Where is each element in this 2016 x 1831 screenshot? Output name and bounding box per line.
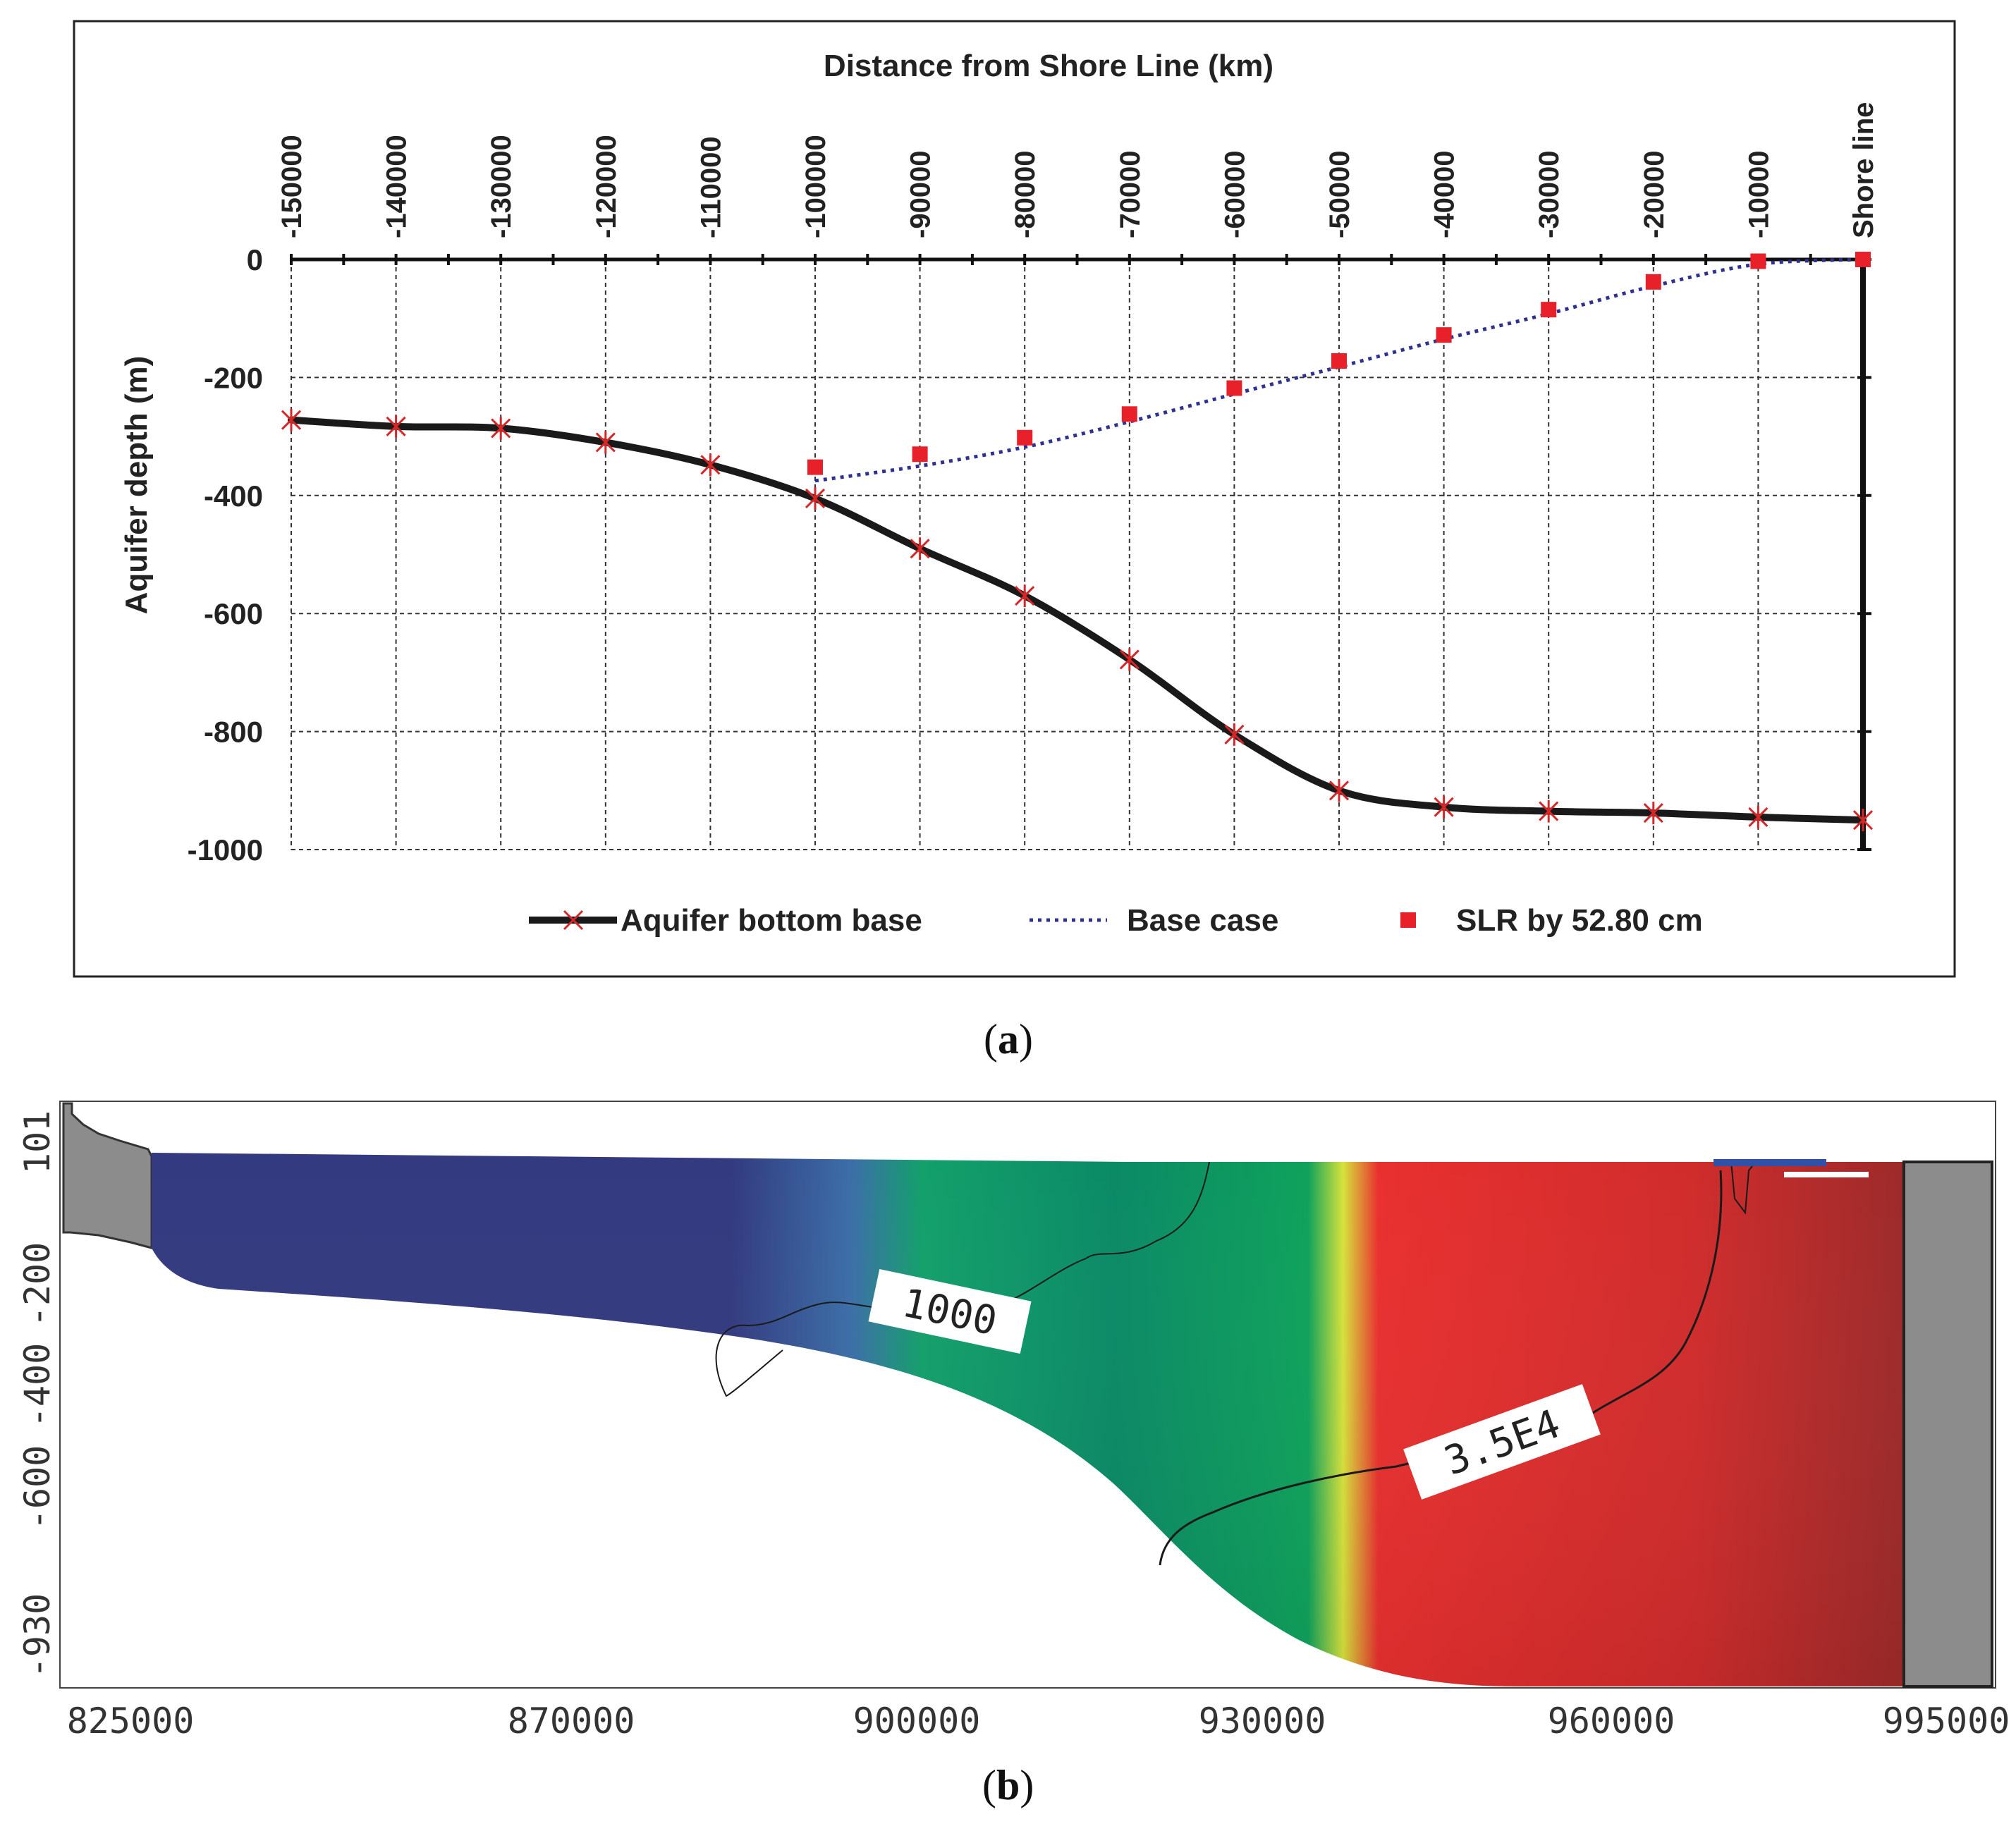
chart-a-ylabel: Aquifer depth (m) bbox=[119, 356, 154, 615]
x-tick-label: -20000 bbox=[1639, 150, 1670, 238]
chart-a-y-tick-labels: 0 -200 -400 -600 -800 -1000 bbox=[188, 243, 263, 866]
b-x-tick-label: 995000 bbox=[1883, 1701, 2010, 1741]
b-y-tick-label: -930 bbox=[17, 1593, 58, 1678]
x-tick-label: -50000 bbox=[1324, 150, 1355, 238]
aquifer-bottom-base-point bbox=[1434, 795, 1454, 819]
contour-label-35e4: 3.5E4 bbox=[1403, 1384, 1601, 1500]
b-y-tick-label: -200 bbox=[17, 1242, 58, 1327]
caption-b: (b) bbox=[982, 1762, 1034, 1808]
chart-b-frame bbox=[59, 1101, 1996, 1689]
legend-item-aquifer-bottom-base: Aquifer bottom base bbox=[529, 903, 922, 938]
b-x-tick-label: 930000 bbox=[1199, 1701, 1326, 1741]
b-x-tick-label: 825000 bbox=[67, 1701, 195, 1741]
aquifer-bottom-base-point bbox=[1852, 809, 1874, 832]
contour-label-1000-text: 1000 bbox=[898, 1280, 1001, 1345]
y-tick-label: -600 bbox=[204, 597, 263, 630]
top-right-blue-patch bbox=[1713, 1159, 1826, 1166]
contour-label-1000: 1000 bbox=[868, 1268, 1032, 1354]
slr-point bbox=[1855, 252, 1871, 267]
aquifer-domain bbox=[152, 1153, 1904, 1686]
slr-point bbox=[1331, 353, 1347, 369]
slr-point bbox=[912, 446, 928, 463]
chart-b-y-tick-labels: 101 -200 -400 -600 -930 bbox=[17, 1110, 58, 1678]
aquifer-bottom-base-point bbox=[1539, 800, 1559, 823]
contour-35e4-line bbox=[1159, 1170, 1723, 1566]
x-tick-label: -130000 bbox=[486, 135, 517, 238]
b-x-tick-label: 960000 bbox=[1548, 1701, 1675, 1741]
b-x-tick-label: 900000 bbox=[853, 1701, 981, 1741]
aquifer-bottom-base-point bbox=[491, 417, 511, 440]
slr-point bbox=[1121, 406, 1137, 422]
y-tick-label: -200 bbox=[204, 361, 263, 394]
aquifer-bottom-base-point bbox=[700, 453, 721, 477]
aquifer-bottom-base-point bbox=[1328, 779, 1350, 802]
aquifer-bottom-base-point bbox=[1643, 802, 1663, 825]
contour-label-35e4-text: 3.5E4 bbox=[1438, 1401, 1566, 1485]
y-tick-label: -1000 bbox=[188, 833, 263, 866]
x-tick-label: -100000 bbox=[800, 135, 831, 238]
chart-a-x-tick-labels: -150000 -140000 -130000 -120000 -110000 -1000… bbox=[276, 102, 1879, 238]
x-tick-label: -60000 bbox=[1219, 150, 1250, 238]
chart-a-legend: Aquifer bottom base Base case SLR by 52.80… bbox=[529, 903, 1703, 938]
x-tick-label: Shore line bbox=[1848, 102, 1879, 238]
x-tick-label: -30000 bbox=[1534, 150, 1565, 238]
y-tick-label: -400 bbox=[204, 479, 263, 513]
x-tick-label: -110000 bbox=[695, 136, 726, 238]
right-boundary-block bbox=[1902, 1161, 1993, 1688]
b-y-tick-label: -400 bbox=[17, 1343, 58, 1428]
aquifer-bottom-base-line bbox=[288, 416, 1867, 824]
y-tick-label: 0 bbox=[247, 243, 263, 276]
aquifer-bottom-base-point bbox=[1015, 584, 1035, 608]
aquifer-bottom-base-point bbox=[1224, 723, 1245, 746]
aquifer-bottom-base-point bbox=[595, 431, 616, 454]
chart-a-title: Distance from Shore Line (km) bbox=[824, 49, 1273, 83]
aquifer-bottom-base-point bbox=[1119, 648, 1140, 671]
x-tick-label: -120000 bbox=[591, 135, 622, 238]
chart-b-x-tick-labels: 825000 870000 900000 930000 960000 995000 bbox=[67, 1701, 2010, 1741]
caption-b-label: b bbox=[996, 1762, 1020, 1808]
x-tick-label: -10000 bbox=[1743, 150, 1774, 238]
chart-a-series bbox=[281, 252, 1874, 832]
b-x-tick-label: 870000 bbox=[508, 1701, 635, 1741]
legend-item-base-case: Base case bbox=[1030, 903, 1278, 938]
x-tick-label: -40000 bbox=[1429, 150, 1460, 238]
b-y-tick-label: -600 bbox=[17, 1445, 58, 1530]
x-tick-label: -90000 bbox=[905, 150, 936, 238]
slr-point bbox=[1017, 429, 1033, 446]
slr-point bbox=[807, 459, 823, 475]
left-boundary-block bbox=[62, 1102, 153, 1249]
slr-point bbox=[1750, 253, 1766, 269]
caption-a-label: a bbox=[997, 1016, 1019, 1063]
base-case-line bbox=[814, 257, 1864, 483]
top-right-white-patch bbox=[1784, 1172, 1869, 1177]
aquifer-depth-chart: Distance from Shore Line (km) Aquifer de… bbox=[73, 20, 1956, 978]
contour-1000-line bbox=[715, 1161, 1210, 1397]
slr-point bbox=[1226, 380, 1242, 396]
x-tick-label: -80000 bbox=[1010, 150, 1041, 238]
x-tick-label: -150000 bbox=[276, 135, 307, 238]
aquifer-bottom-base-point bbox=[805, 486, 826, 510]
aquifer-bottom-base-point bbox=[1748, 805, 1768, 828]
caption-a: (a) bbox=[984, 1016, 1033, 1063]
aquifer-bottom-base-point bbox=[910, 537, 930, 561]
x-tick-label: -140000 bbox=[381, 135, 413, 238]
aquifer-bottom-base-point bbox=[281, 408, 302, 431]
b-y-tick-label: 101 bbox=[17, 1110, 58, 1174]
legend-item-slr: SLR by 52.80 cm bbox=[1400, 903, 1703, 938]
chart-a-frame bbox=[73, 20, 1956, 978]
legend-label: SLR by 52.80 cm bbox=[1456, 903, 1703, 938]
aquifer-shading bbox=[152, 1153, 1904, 1686]
slr-point bbox=[1645, 274, 1661, 290]
x-tick-label: -70000 bbox=[1115, 150, 1146, 238]
legend-label: Base case bbox=[1127, 903, 1278, 938]
legend-label: Aquifer bottom base bbox=[621, 903, 922, 938]
aquifer-bottom-base-point bbox=[386, 415, 406, 438]
slr-point bbox=[1541, 302, 1557, 318]
y-tick-label: -800 bbox=[204, 716, 263, 749]
top-right-contour bbox=[1730, 1161, 1757, 1215]
slr-point bbox=[1436, 327, 1452, 343]
